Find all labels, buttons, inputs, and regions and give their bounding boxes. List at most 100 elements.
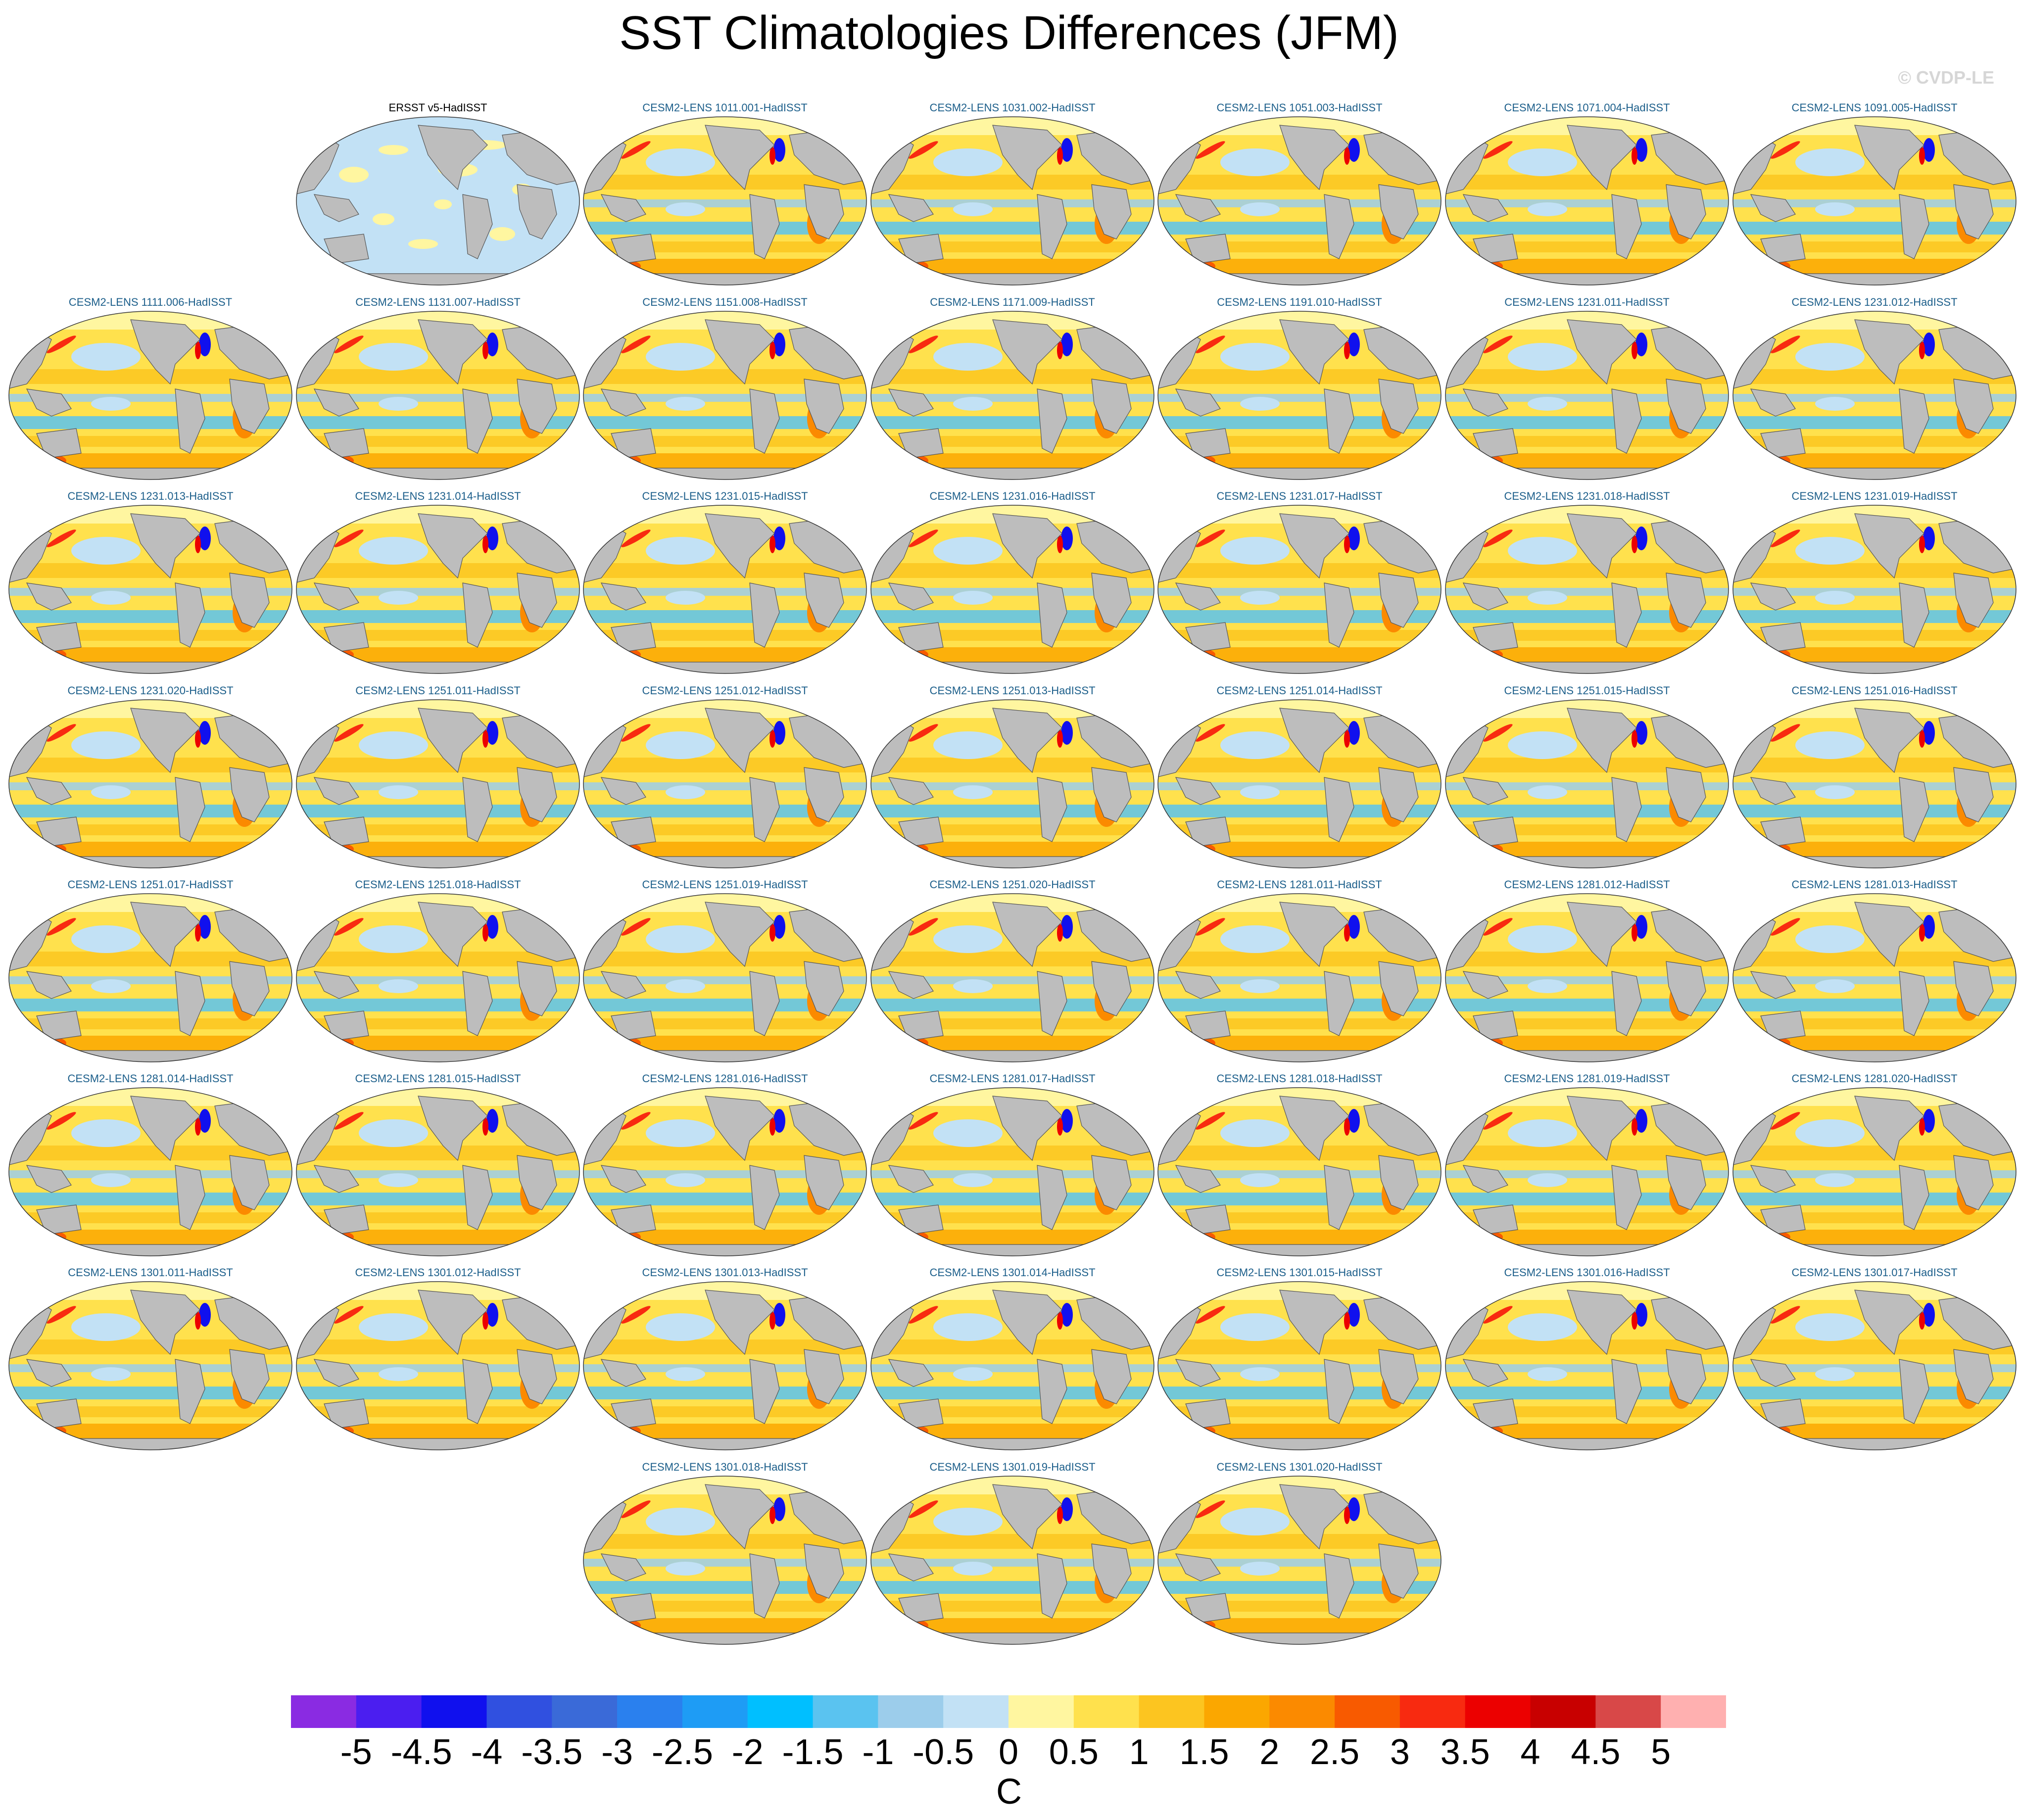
land-mass-2 <box>1185 1204 1231 1235</box>
land-mass-1 <box>313 1165 359 1193</box>
land-mass-6 <box>1091 573 1132 628</box>
land-mass-7 <box>9 1244 292 1256</box>
panel-title: CESM2-LENS 1231.016-HadISST <box>929 490 1096 502</box>
land-mass-3 <box>705 1484 775 1550</box>
anomaly-patch-0 <box>339 167 369 183</box>
colorbar-units: C <box>996 1772 1022 1812</box>
map-outline <box>1157 1087 1441 1256</box>
land-mass-3 <box>705 1096 775 1161</box>
land-mass-1 <box>600 971 646 999</box>
kuroshio-warm <box>909 724 938 742</box>
land-mass-1 <box>1175 971 1221 999</box>
land-mass-6 <box>517 573 557 628</box>
land-mass-7 <box>871 1438 1154 1450</box>
land-mass-2 <box>611 1204 656 1235</box>
land-mass-3 <box>992 708 1062 773</box>
kuroshio-warm <box>1196 1112 1225 1130</box>
panel-title: CESM2-LENS 1281.013-HadISST <box>1791 878 1958 891</box>
panel-title: CESM2-LENS 1281.017-HadISST <box>929 1072 1096 1085</box>
land-mass-3 <box>418 125 488 191</box>
map-plot <box>296 893 580 1062</box>
map-panel: CESM2-LENS 1251.017-HadISST <box>7 878 294 1066</box>
land-mass-2 <box>898 428 944 459</box>
colorbar-tick-label: -1 <box>862 1732 894 1772</box>
land-mass-7 <box>1158 1050 1441 1062</box>
kuroshio-warm <box>909 335 938 353</box>
land-mass-3 <box>1567 708 1637 773</box>
anomaly-band-3 <box>1445 630 1729 641</box>
kuroshio-warm <box>909 918 938 936</box>
equatorial-cool <box>666 1562 705 1576</box>
land-mass-1 <box>1462 1359 1508 1387</box>
land-mass-2 <box>1185 1398 1231 1429</box>
anomaly-band-1 <box>9 976 292 984</box>
kuroshio-warm <box>909 1112 938 1130</box>
land-mass-6 <box>804 379 844 434</box>
land-mass-4 <box>175 582 205 648</box>
gulf-stream-cold <box>486 333 498 356</box>
land-mass-1 <box>600 582 646 611</box>
map-plot <box>870 311 1154 480</box>
map-outline <box>1445 893 1729 1062</box>
anomaly-band-3 <box>583 630 866 641</box>
map-outline <box>870 699 1154 868</box>
panel-title: CESM2-LENS 1281.014-HadISST <box>67 1072 234 1085</box>
kuroshio-warm <box>621 918 651 936</box>
map-outline <box>1732 699 2017 868</box>
map-outline <box>296 311 580 480</box>
land-mass-3 <box>130 708 200 773</box>
anomaly-band-3 <box>1733 436 2016 447</box>
land-mass-6 <box>804 573 844 628</box>
land-mass-1 <box>26 1165 72 1193</box>
land-mass-3 <box>1279 319 1349 385</box>
anomaly-band-3 <box>871 1212 1154 1223</box>
colorbar-tick-label: 4 <box>1520 1732 1540 1772</box>
kuroshio-warm <box>621 529 651 547</box>
equatorial-cool <box>1815 397 1855 411</box>
land-mass-4 <box>749 1359 780 1424</box>
land-mass-7 <box>583 1050 866 1062</box>
land-mass-1 <box>1175 388 1221 417</box>
anomaly-band-1 <box>583 1559 866 1567</box>
land-mass-6 <box>229 1349 270 1404</box>
gulf-stream-warm <box>1344 341 1350 359</box>
map-outline <box>583 1476 867 1645</box>
map-panel: CESM2-LENS 1251.014-HadISST <box>1156 684 1443 872</box>
land-mass-1 <box>888 1553 934 1581</box>
land-mass-7 <box>1445 273 1729 285</box>
map-panel: CESM2-LENS 1231.012-HadISST <box>1731 296 2018 484</box>
land-mass-2 <box>611 622 656 653</box>
north-pacific-cool <box>933 537 1003 565</box>
equatorial-cool <box>379 785 418 799</box>
north-pacific-cool <box>1795 1313 1865 1341</box>
gulf-stream-warm <box>1632 535 1637 553</box>
map-panel: CESM2-LENS 1281.014-HadISST <box>7 1072 294 1260</box>
north-pacific-cool <box>1795 343 1865 371</box>
gulf-stream-warm <box>1919 1118 1925 1136</box>
map-outline <box>870 1087 1154 1256</box>
kuroshio-warm <box>334 335 364 353</box>
panel-title: CESM2-LENS 1051.003-HadISST <box>1216 101 1383 114</box>
land-mass-2 <box>36 1398 82 1429</box>
equatorial-cool <box>1240 1367 1280 1381</box>
map-panel: CESM2-LENS 1251.018-HadISST <box>294 878 581 1066</box>
land-mass-4 <box>1899 1165 1929 1230</box>
kuroshio-warm <box>1483 529 1513 547</box>
anomaly-band-1 <box>1445 588 1729 596</box>
map-plot <box>870 1281 1154 1450</box>
north-pacific-cool <box>71 537 141 565</box>
gulf-stream-warm <box>1919 535 1925 553</box>
gulf-stream-cold <box>1923 1303 1935 1327</box>
gulf-stream-warm <box>769 1312 775 1330</box>
equatorial-cool <box>953 397 993 411</box>
equatorial-cool <box>953 785 993 799</box>
equatorial-cool <box>953 1173 993 1187</box>
colorbar-tick-label: -2.5 <box>651 1732 713 1772</box>
map-outline <box>1157 505 1441 674</box>
colorbar-swatch <box>1465 1695 1531 1728</box>
land-mass-4 <box>1324 1165 1354 1230</box>
colorbar-tick-labels: -5 -4.5 -4 -3.5 -3 -2.5 -2 -1.5 -1 -0.5 0 0.5 1 1.5 2 2… <box>291 1732 1726 1772</box>
land-mass-4 <box>1324 1359 1354 1424</box>
panel-title: CESM2-LENS 1281.016-HadISST <box>642 1072 808 1085</box>
map-panel: CESM2-LENS 1301.017-HadISST <box>1731 1266 2018 1454</box>
